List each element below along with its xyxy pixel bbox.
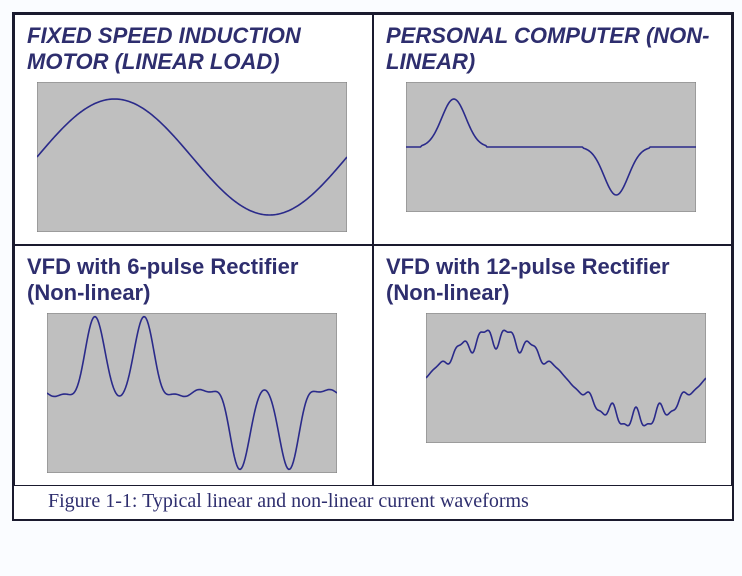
panel-vfd-12-pulse: VFD with 12-pulse Rectifier (Non-linear) (373, 245, 732, 486)
waveform-chart (47, 313, 337, 473)
panel-title: FIXED SPEED INDUCTION MOTOR (LINEAR LOAD… (27, 23, 360, 76)
panel-title: PERSONAL COMPUTER (NON-LINEAR) (386, 23, 719, 76)
panel-title: VFD with 12-pulse Rectifier (Non-linear) (386, 254, 719, 307)
waveform-chart (37, 82, 347, 232)
panel-fixed-speed: FIXED SPEED INDUCTION MOTOR (LINEAR LOAD… (14, 14, 373, 245)
panel-personal-computer: PERSONAL COMPUTER (NON-LINEAR) (373, 14, 732, 245)
figure-container: FIXED SPEED INDUCTION MOTOR (LINEAR LOAD… (12, 12, 734, 521)
panel-grid: FIXED SPEED INDUCTION MOTOR (LINEAR LOAD… (14, 14, 732, 486)
panel-vfd-6-pulse: VFD with 6-pulse Rectifier (Non-linear) (14, 245, 373, 486)
waveform-chart (426, 313, 706, 443)
figure-caption: Figure 1-1: Typical linear and non-linea… (14, 486, 732, 519)
waveform-chart (406, 82, 696, 212)
panel-title: VFD with 6-pulse Rectifier (Non-linear) (27, 254, 360, 307)
